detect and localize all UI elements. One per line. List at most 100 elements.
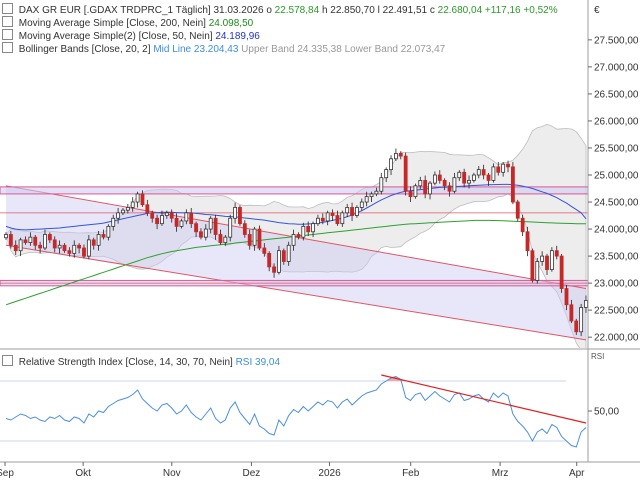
- rsi-toggle-box[interactable]: [2, 355, 13, 366]
- candle: [150, 210, 155, 223]
- candle: [281, 248, 286, 265]
- instrument-name: DAX GR EUR [.GDAX TRDPRC_1 Täglich]: [18, 5, 211, 16]
- price-tick-label: 22.500,00: [594, 306, 639, 317]
- candle: [257, 225, 262, 251]
- header-date: 31.03.2026: [213, 5, 264, 16]
- candle: [135, 191, 140, 208]
- candle: [116, 207, 121, 224]
- candle: [467, 175, 471, 189]
- candle: [18, 237, 23, 257]
- series-toggle-box[interactable]: [2, 3, 13, 14]
- candle: [350, 202, 354, 221]
- rsi-label: Relative Strength Index [Close, 14, 30, …: [18, 357, 233, 368]
- candle: [569, 299, 574, 324]
- time-tick-label: Feb: [402, 468, 420, 479]
- ma50-label: Moving Average Simple(2) [Close, 50, Nei…: [18, 31, 213, 42]
- time-tick-label: Dez: [243, 468, 261, 479]
- candle: [325, 210, 330, 226]
- horizontal-band-0: [0, 186, 588, 195]
- candle: [311, 221, 315, 238]
- candle: [491, 163, 496, 183]
- candle: [369, 191, 374, 203]
- bollinger-toggle-box[interactable]: [2, 42, 13, 53]
- ma200-label: Moving Average Simple [Close, 200, Nein]: [18, 18, 206, 29]
- price-tick-label: 22.000,00: [594, 333, 639, 344]
- rsi-tick-label: 50,00: [594, 407, 619, 418]
- candle: [476, 166, 481, 179]
- rsi-legend: Relative Strength Index [Close, 14, 30, …: [2, 355, 280, 368]
- candle: [4, 232, 8, 240]
- candle: [252, 226, 257, 251]
- price-tick-label: 23.000,00: [594, 279, 639, 290]
- candle: [545, 253, 549, 276]
- candle: [540, 251, 545, 266]
- candle: [145, 199, 150, 217]
- candle: [62, 243, 67, 253]
- candle: [160, 210, 164, 226]
- bollinger-upper: Upper Band 24.335,38: [241, 44, 342, 55]
- candle: [121, 207, 125, 216]
- rsi-pane[interactable]: [0, 374, 587, 448]
- candle: [106, 224, 111, 241]
- ma200-toggle-box[interactable]: [2, 16, 13, 27]
- candle: [262, 243, 267, 257]
- candle: [203, 224, 208, 241]
- candle: [140, 190, 145, 207]
- candle: [286, 241, 291, 266]
- close-value: 22.680,04: [437, 5, 483, 16]
- candle: [457, 170, 462, 181]
- candle: [189, 207, 194, 228]
- candle: [320, 213, 325, 225]
- price-tick-label: 27.500,00: [594, 35, 639, 46]
- candle: [13, 240, 18, 256]
- ma50-toggle-box[interactable]: [2, 29, 13, 40]
- high-label: h: [321, 5, 328, 16]
- candle: [306, 221, 311, 237]
- candle: [291, 229, 296, 251]
- candle: [194, 221, 198, 238]
- candle: [452, 172, 457, 194]
- candle: [359, 198, 364, 211]
- candle: [23, 236, 28, 245]
- candle: [72, 240, 77, 258]
- rsi-plot-area: [0, 374, 587, 448]
- candle: [432, 171, 437, 186]
- candle: [155, 214, 160, 230]
- time-tick-label: 2026: [318, 468, 341, 479]
- candle: [33, 235, 38, 250]
- time-tick-label: Nov: [163, 468, 181, 479]
- price-pane[interactable]: [0, 123, 588, 354]
- candle: [233, 202, 237, 224]
- candle: [345, 203, 350, 218]
- time-tick-label: Okt: [75, 468, 91, 479]
- candle: [355, 205, 359, 218]
- candle: [364, 191, 369, 207]
- candle: [272, 263, 276, 278]
- currency-label: €: [594, 5, 600, 16]
- candle: [506, 160, 510, 173]
- rsi-value: RSI 39,04: [235, 357, 281, 368]
- candle: [398, 151, 403, 160]
- time-tick-label: Sep: [0, 468, 14, 479]
- time-tick-label: Apr: [569, 468, 585, 479]
- open-value: 22.578,84: [274, 5, 320, 16]
- candle: [125, 203, 130, 214]
- price-tick-label: 26.000,00: [594, 116, 639, 127]
- candle: [340, 210, 345, 227]
- candle: [520, 214, 525, 237]
- candle: [218, 229, 223, 245]
- candle: [471, 172, 476, 183]
- candle: [418, 176, 423, 190]
- candle: [574, 318, 579, 336]
- candle: [501, 162, 506, 177]
- candle: [437, 170, 442, 184]
- change-pct: +0,52%: [523, 5, 558, 16]
- candle: [101, 229, 106, 240]
- candle: [86, 235, 91, 260]
- candle: [525, 226, 530, 257]
- price-tick-label: 24.500,00: [594, 198, 639, 209]
- close-label: c: [429, 5, 435, 16]
- candle: [228, 214, 233, 242]
